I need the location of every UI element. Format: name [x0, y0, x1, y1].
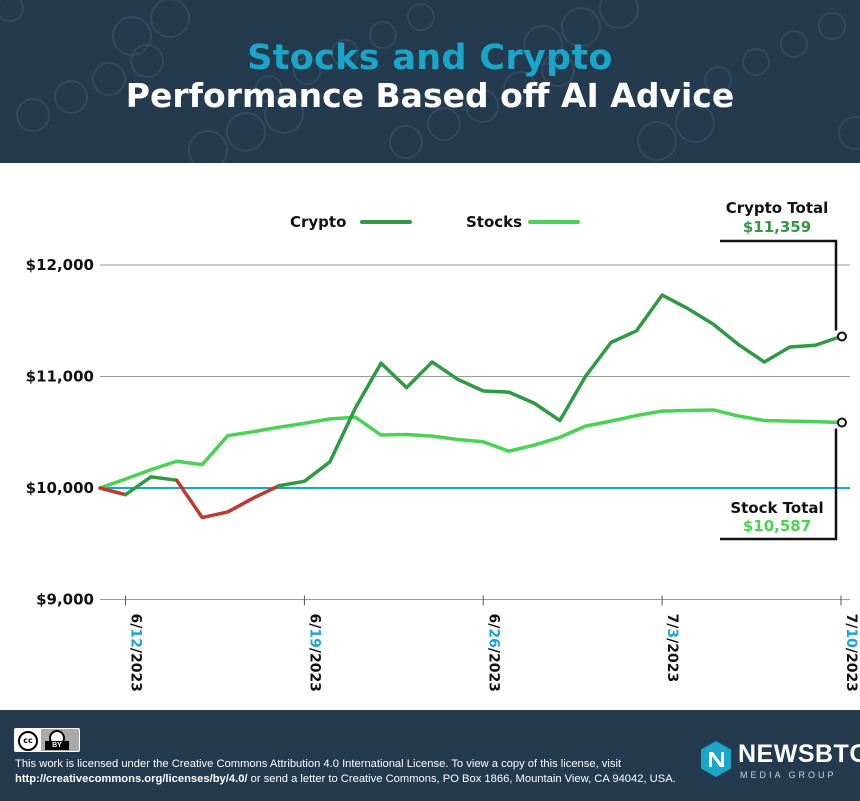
series-line-crypto [123, 475, 179, 497]
header-background-pattern [0, 0, 860, 163]
pattern-coin-icon [523, 25, 563, 65]
license-text-1: This work is licensed under the Creative… [15, 758, 622, 770]
brand-subtitle: MEDIA GROUP [740, 770, 837, 780]
pattern-coin-icon [0, 0, 24, 22]
y-tick-label: $11,000 [26, 368, 94, 386]
pattern-coin-icon [818, 12, 846, 40]
pattern-coin-icon [150, 0, 190, 38]
cc-by-license-badge[interactable]: cc BY [14, 728, 80, 752]
stock-total-value: $10,587 [743, 517, 811, 535]
x-tick-label: 6/19/2023 [306, 614, 322, 692]
y-tick-label: $9,000 [36, 591, 94, 609]
x-tick-label: 7/3/2023 [664, 614, 680, 683]
license-text-2-rest: or send a letter to Creative Commons, PO… [247, 773, 676, 785]
newsbtc-brand[interactable]: NEWSBTC MEDIA GROUP [700, 740, 860, 786]
y-axis-tick-labels: $9,000 $10,000 $11,000 $12,000 [26, 256, 94, 609]
pattern-coin-icon [54, 80, 88, 114]
stock-end-marker [836, 417, 847, 428]
pattern-coin-icon [130, 44, 164, 78]
y-tick-label: $12,000 [26, 256, 94, 274]
stock-total-label: Stock Total [730, 499, 823, 517]
header-banner: Stocks and Crypto Performance Based off … [0, 0, 860, 163]
pattern-coin-icon [561, 7, 601, 47]
pattern-coin-icon [742, 48, 770, 76]
title-line-2: Performance Based off AI Advice [125, 76, 735, 115]
footer: cc BY This work is licensed under the Cr… [0, 710, 860, 801]
pattern-coin-icon [264, 94, 304, 134]
series-line-crypto [277, 293, 843, 488]
pattern-coin-icon [838, 116, 860, 150]
newsbtc-logo-icon [701, 741, 731, 777]
legend-label-crypto: Crypto [290, 213, 346, 231]
stock-total-bracket [720, 428, 838, 541]
pattern-coin-icon [92, 62, 126, 96]
pattern-coin-icon [503, 71, 537, 105]
legend-label-stocks: Stocks [466, 213, 522, 231]
x-tick-label: 6/26/2023 [485, 614, 501, 692]
y-tick-label: $10,000 [26, 479, 94, 497]
pattern-coin-icon [704, 66, 732, 94]
crypto-total-value: $11,359 [743, 218, 811, 236]
by-label: BY [45, 741, 69, 750]
pattern-coin-icon [599, 0, 639, 29]
crypto-end-marker [836, 331, 847, 342]
license-text-2: http://creativecommons.org/licenses/by/4… [15, 773, 676, 785]
pattern-coin-icon [427, 107, 461, 141]
pattern-coin-icon [188, 130, 228, 163]
pattern-coin-icon [407, 3, 435, 31]
pattern-coin-icon [226, 112, 266, 152]
crypto-total-bracket [720, 239, 838, 331]
x-tick-label: 6/12/2023 [128, 614, 144, 692]
x-axis-tick-labels: 6/12/2023 6/19/2023 6/26/2023 7/3/2023 7/10/… [125, 595, 859, 692]
pattern-coin-icon [465, 89, 499, 123]
legend: Crypto Stocks [290, 213, 580, 231]
pattern-coin-icon [293, 57, 321, 85]
pattern-coin-icon [541, 53, 575, 87]
title-line-1: Stocks and Crypto [247, 38, 613, 78]
series-lines [98, 293, 843, 520]
total-annotations: Crypto Total $11,359 Stock Total $10,587 [720, 199, 847, 541]
pattern-coin-icon [637, 121, 677, 161]
crypto-total-label: Crypto Total [726, 199, 829, 217]
cc-icon: cc [18, 731, 38, 751]
pattern-coin-icon [331, 39, 359, 67]
series-line-crypto-loss [174, 478, 281, 520]
series-line-crypto-loss [98, 486, 128, 497]
pattern-coin-icon [675, 103, 715, 143]
x-tick-label: 7/10/2023 [843, 614, 859, 692]
pattern-coin-icon [389, 125, 423, 159]
line-chart: $9,000$10,000$11,000$12,000 6/12/20236/1… [26, 199, 859, 692]
license-link[interactable]: http://creativecommons.org/licenses/by/4… [15, 773, 248, 785]
series-line-stocks [98, 408, 843, 490]
pattern-coin-icon [16, 98, 50, 132]
grid-lines [100, 264, 850, 600]
pattern-coin-icon [780, 30, 808, 58]
brand-name: NEWSBTC [738, 740, 860, 768]
pattern-coin-icon [369, 21, 397, 49]
pattern-coin-icon [255, 75, 283, 103]
annotation-brackets [720, 239, 847, 541]
pattern-coin-icon [112, 16, 152, 56]
